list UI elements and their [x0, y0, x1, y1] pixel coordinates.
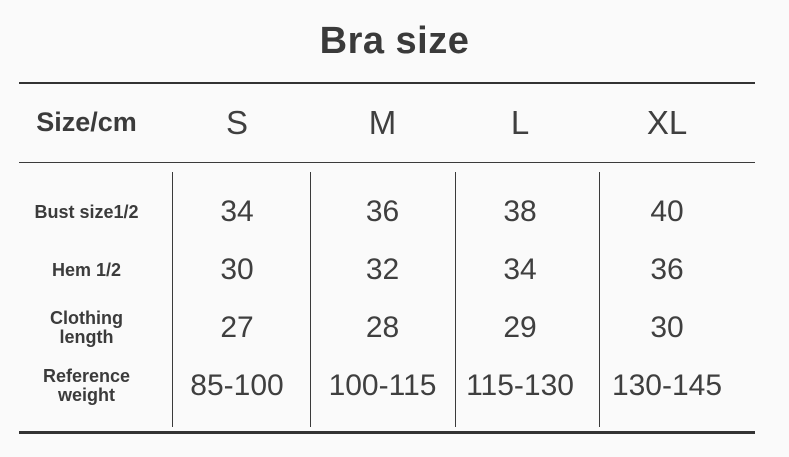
table-header-row: Size/cm S M L XL — [19, 83, 755, 162]
cell-length-xl: 30 — [650, 311, 684, 344]
header-size-cm: Size/cm — [36, 107, 137, 137]
cell-hem-xl: 36 — [650, 253, 684, 286]
header-col-m: M — [368, 103, 397, 141]
header-col-l: L — [510, 103, 530, 141]
cell-length-m: 28 — [365, 311, 400, 344]
row-label-bust: Bust size1/2 — [34, 201, 139, 222]
cell-bust-m: 36 — [365, 195, 400, 228]
cell-weight-m: 100-115 — [328, 369, 437, 402]
cell-bust-s: 34 — [220, 195, 254, 228]
row-label-length: Clothing length — [50, 308, 123, 347]
page-title: Bra size — [319, 20, 470, 62]
cell-bust-xl: 40 — [650, 195, 684, 228]
column-divider — [455, 172, 456, 427]
cell-hem-s: 30 — [220, 253, 254, 286]
column-divider — [310, 172, 311, 427]
header-col-s: S — [225, 103, 248, 141]
cell-weight-xl: 130-145 — [611, 369, 723, 402]
cell-length-s: 27 — [220, 311, 254, 344]
header-col-xl: XL — [646, 103, 688, 141]
divider-header — [19, 162, 755, 163]
column-divider — [172, 172, 173, 427]
cell-weight-s: 85-100 — [190, 369, 284, 402]
cell-bust-l: 38 — [503, 195, 537, 228]
cell-length-l: 29 — [503, 311, 537, 344]
column-divider — [599, 172, 600, 427]
divider-top — [19, 82, 755, 84]
cell-hem-m: 32 — [365, 253, 400, 286]
cell-weight-l: 115-130 — [466, 369, 574, 402]
row-label-hem: Hem 1/2 — [51, 259, 122, 280]
divider-bottom — [19, 431, 755, 434]
table-body: Bust size1/2 34 36 38 40 Hem 1/2 30 32 3… — [19, 163, 755, 433]
cell-hem-l: 34 — [503, 253, 537, 286]
row-label-weight: Reference weight — [42, 366, 131, 405]
